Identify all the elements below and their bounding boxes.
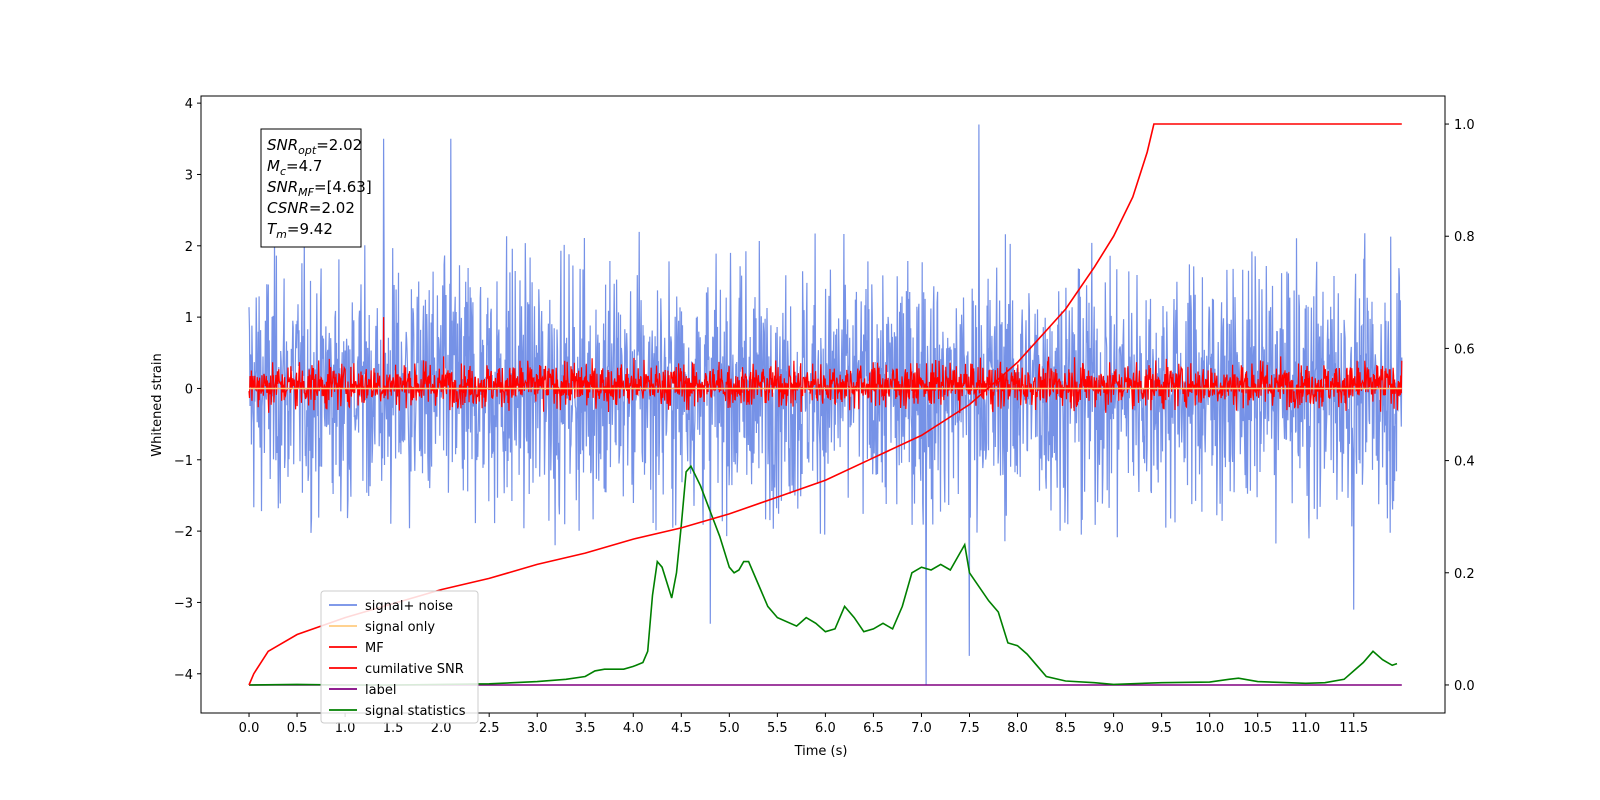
y2-tick-label: 0.6	[1454, 342, 1475, 357]
y2-tick-label: 0.8	[1454, 230, 1475, 245]
x-tick-label: 10.0	[1195, 721, 1224, 736]
info-box-frame	[260, 128, 362, 248]
legend-label: cumilative SNR	[365, 662, 464, 677]
x-tick-label: 4.5	[671, 721, 692, 736]
info-line: SNRopt=2.02	[267, 136, 362, 157]
x-tick-label: 7.5	[959, 721, 980, 736]
x-tick-label: 9.0	[1103, 721, 1124, 736]
legend-label: signal only	[365, 620, 435, 635]
y-tick-label: −1	[174, 454, 193, 469]
y-tick-label: 4	[185, 97, 193, 112]
series-line	[248, 317, 1403, 414]
y-tick-label: −2	[174, 525, 193, 540]
x-tick-label: 5.5	[767, 721, 788, 736]
y2-tick-label: 0.2	[1454, 567, 1475, 582]
axes-frame	[200, 95, 1446, 714]
y-tick-label: 2	[185, 240, 193, 255]
y-tick-label: −4	[174, 668, 193, 683]
y2-tick-label: 0.4	[1454, 455, 1475, 470]
x-tick-label: 1.0	[335, 721, 356, 736]
info-line: SNRMF=[4.63]	[267, 178, 372, 199]
y-axis-label: Whitened strain	[150, 353, 165, 456]
x-tick-label: 11.0	[1291, 721, 1320, 736]
x-axis-label: Time (s)	[794, 744, 848, 759]
y-tick-label: 3	[185, 168, 193, 183]
x-tick-label: 2.0	[431, 721, 452, 736]
x-tick-label: 8.5	[1055, 721, 1076, 736]
x-tick-label: 9.5	[1151, 721, 1172, 736]
x-tick-label: 3.0	[527, 721, 548, 736]
legend-label: signal statistics	[365, 704, 466, 719]
x-tick-label: 6.5	[863, 721, 884, 736]
y-axis: 4 3 2 1 0 −1 −2 −3 −4	[174, 97, 201, 683]
y2-axis: 1.0 0.8 0.6 0.4 0.2 0.0	[1445, 118, 1475, 694]
y-tick-label: 0	[185, 382, 193, 397]
x-tick-label: 7.0	[911, 721, 932, 736]
x-tick-label: 8.0	[1007, 721, 1028, 736]
series-line	[248, 464, 1398, 686]
x-tick-label: 5.0	[719, 721, 740, 736]
legend-frame	[320, 590, 479, 724]
x-tick-label: 1.5	[383, 721, 404, 736]
legend: signal+ noise signal only MF cumilative SNR…	[320, 590, 479, 724]
x-tick-label: 6.0	[815, 721, 836, 736]
x-tick-label: 10.5	[1243, 721, 1272, 736]
legend-label: MF	[365, 641, 384, 656]
info-line: CSNR=2.02	[267, 199, 355, 217]
x-tick-label: 3.5	[575, 721, 596, 736]
x-tick-label: 4.0	[623, 721, 644, 736]
legend-label: signal+ noise	[365, 599, 453, 614]
x-tick-label: 11.5	[1339, 721, 1368, 736]
y-tick-label: −3	[174, 596, 193, 611]
y-tick-label: 1	[185, 311, 193, 326]
y2-tick-label: 1.0	[1454, 118, 1475, 133]
info-line: Tm=9.42	[267, 220, 333, 241]
y2-tick-label: 0.0	[1454, 679, 1475, 694]
legend-label: label	[365, 683, 396, 698]
x-tick-label: 0.5	[287, 721, 308, 736]
x-tick-label: 2.5	[479, 721, 500, 736]
x-axis: 0.0 0.5 1.0 1.5 2.0 2.5 3.0 3.5 4.0 4.5 5.0 5.5 6.0 6…	[239, 713, 1368, 736]
info-line: Mc=4.7	[267, 157, 322, 178]
x-tick-label: 0.0	[239, 721, 260, 736]
